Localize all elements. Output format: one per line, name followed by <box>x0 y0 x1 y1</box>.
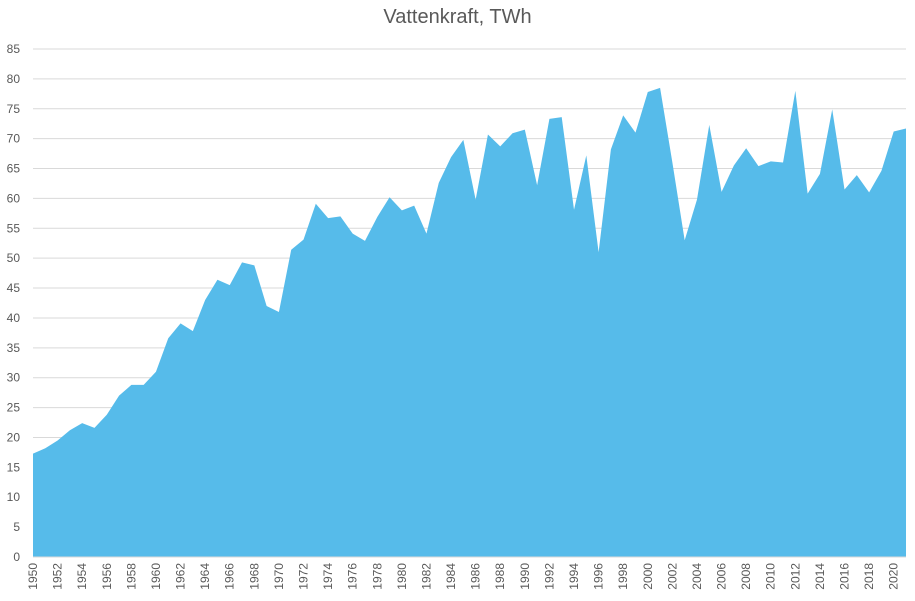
y-tick-label: 15 <box>7 460 21 474</box>
x-tick-label: 1976 <box>346 563 360 590</box>
y-tick-label: 70 <box>7 132 21 146</box>
x-tick-label: 1994 <box>567 563 581 590</box>
x-tick-label: 2000 <box>641 563 655 590</box>
x-tick-label: 2014 <box>813 563 827 590</box>
x-tick-label: 2008 <box>739 563 753 590</box>
y-tick-label: 25 <box>7 401 21 415</box>
y-tick-label: 65 <box>7 162 21 176</box>
y-tick-label: 80 <box>7 72 21 86</box>
x-tick-label: 1996 <box>592 563 606 590</box>
y-tick-label: 60 <box>7 191 21 205</box>
x-tick-label: 1950 <box>26 563 40 590</box>
x-tick-label: 1962 <box>174 563 188 590</box>
x-tick-label: 2010 <box>764 563 778 590</box>
x-tick-label: 1990 <box>518 563 532 590</box>
x-tick-label: 1968 <box>247 563 261 590</box>
x-tick-label: 2006 <box>715 563 729 590</box>
x-tick-label: 1958 <box>124 563 138 590</box>
x-tick-label: 1998 <box>616 563 630 590</box>
y-axis: 0 5 10 15 20 25 30 35 40 45 50 55 60 65 70 75 80 85 <box>7 42 21 564</box>
x-tick-label: 1988 <box>493 563 507 590</box>
x-tick-label: 2012 <box>788 563 802 590</box>
x-tick-label: 2018 <box>862 563 876 590</box>
chart-title: Vattenkraft, TWh <box>383 6 532 28</box>
x-tick-label: 1982 <box>419 563 433 590</box>
y-tick-label: 10 <box>7 490 21 504</box>
y-tick-label: 40 <box>7 311 21 325</box>
x-tick-label: 1964 <box>198 563 212 590</box>
x-tick-label: 1980 <box>395 563 409 590</box>
x-tick-label: 1954 <box>75 563 89 590</box>
y-tick-label: 35 <box>7 341 21 355</box>
x-tick-label: 1984 <box>444 563 458 590</box>
x-tick-label: 2002 <box>665 563 679 590</box>
x-tick-label: 2004 <box>690 563 704 590</box>
y-tick-label: 75 <box>7 102 21 116</box>
y-tick-label: 30 <box>7 371 21 385</box>
x-tick-label: 2016 <box>838 563 852 590</box>
x-tick-label: 1952 <box>51 563 65 590</box>
x-tick-label: 1970 <box>272 563 286 590</box>
y-tick-label: 55 <box>7 221 21 235</box>
area-fill <box>33 87 906 558</box>
x-tick-label: 1966 <box>223 563 237 590</box>
y-tick-label: 5 <box>13 520 20 534</box>
y-tick-label: 20 <box>7 430 21 444</box>
x-tick-label: 1974 <box>321 563 335 590</box>
x-tick-label: 1972 <box>297 563 311 590</box>
x-tick-label: 2020 <box>887 563 901 590</box>
x-axis: 1950 1952 1954 1956 1958 1960 1962 1964 1966 1968… <box>26 556 906 590</box>
x-tick-label: 1956 <box>100 563 114 590</box>
x-tick-label: 1978 <box>370 563 384 590</box>
area-series <box>33 87 906 558</box>
x-tick-label: 1960 <box>149 563 163 590</box>
y-tick-label: 85 <box>7 42 21 56</box>
y-tick-label: 0 <box>13 550 20 564</box>
y-tick-label: 50 <box>7 251 21 265</box>
x-tick-label: 1986 <box>469 563 483 590</box>
y-tick-label: 45 <box>7 281 21 295</box>
x-tick-label: 1992 <box>542 563 556 590</box>
